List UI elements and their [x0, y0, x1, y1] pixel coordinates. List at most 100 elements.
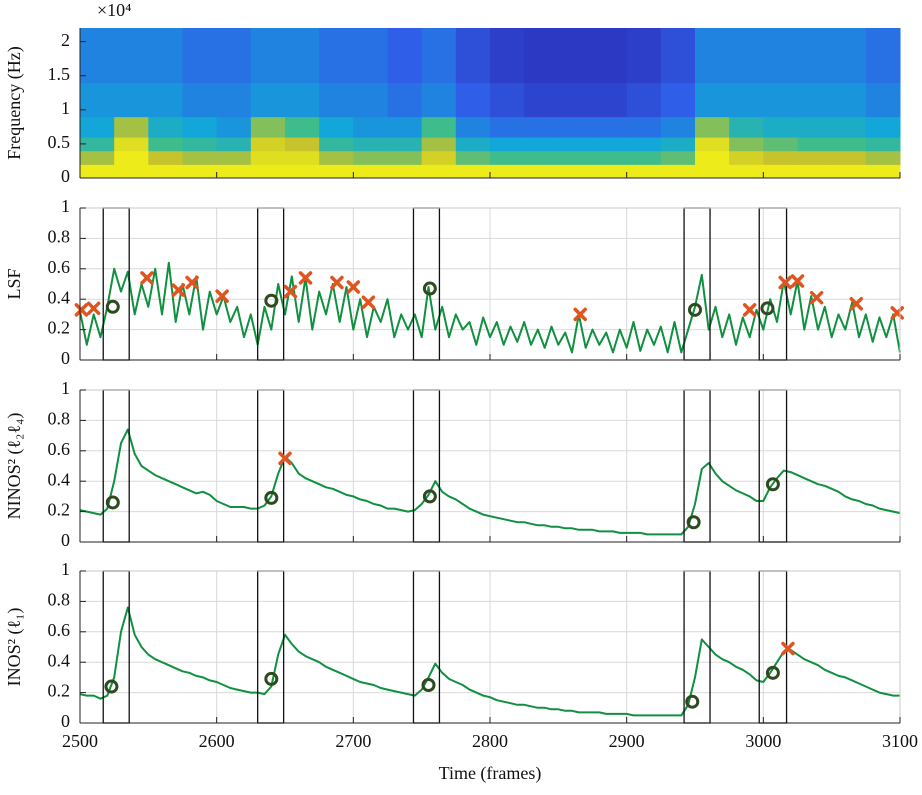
- onset-box: [102, 570, 130, 724]
- heatmap-cell: [80, 164, 115, 179]
- y-tick-label: 1.5: [48, 64, 71, 84]
- heatmap-cell: [285, 116, 320, 138]
- y-tick-label: 1: [61, 559, 70, 579]
- heatmap-cell: [763, 150, 798, 165]
- heatmap-cell: [592, 164, 628, 179]
- heatmap-cell: [729, 150, 764, 165]
- onset-box: [257, 389, 285, 543]
- heatmap-cell: [558, 150, 593, 165]
- heatmap-cell: [865, 82, 901, 118]
- heatmap-cell: [250, 116, 286, 138]
- heatmap-cell: [114, 164, 149, 179]
- heatmap-cell: [353, 116, 388, 138]
- heatmap-cell: [216, 82, 252, 118]
- heatmap-cell: [80, 150, 115, 165]
- heatmap-cell: [865, 164, 901, 179]
- heatmap-cell: [592, 82, 628, 118]
- y-axis-label: LSF: [4, 268, 24, 299]
- heatmap-cell: [182, 82, 218, 118]
- y-tick-label: 0: [61, 348, 70, 368]
- heatmap-cell: [695, 82, 730, 118]
- heatmap-cell: [797, 150, 833, 165]
- line-series: [79, 261, 901, 354]
- heatmap-cell: [114, 82, 149, 118]
- heatmap-cell: [387, 82, 423, 118]
- y-tick-label: 0.8: [48, 409, 71, 429]
- heatmap-cell: [421, 82, 457, 118]
- heatmap-cell: [285, 28, 320, 84]
- heatmap-cell: [455, 82, 491, 118]
- heatmap-cell: [182, 150, 218, 165]
- detection-circle: [264, 293, 279, 308]
- heatmap-cell: [797, 28, 833, 84]
- heatmap-cell: [865, 137, 901, 152]
- heatmap-cell: [353, 82, 388, 118]
- heatmap-cell: [148, 164, 183, 179]
- heatmap-cell: [831, 150, 867, 165]
- heatmap-cell: [626, 28, 662, 84]
- heatmap-cell: [695, 28, 730, 84]
- heatmap-cell: [216, 150, 252, 165]
- heatmap-cell: [865, 116, 901, 138]
- heatmap-cell: [558, 28, 593, 84]
- onset-box: [412, 389, 441, 543]
- heatmap-cell: [660, 82, 696, 118]
- heatmap-cell: [626, 164, 662, 179]
- detection-cross: [346, 280, 361, 294]
- heatmap-cell: [114, 150, 149, 165]
- heatmap-cell: [182, 137, 218, 152]
- y-tick-label: 0.8: [48, 227, 71, 247]
- heatmap-cell: [831, 28, 867, 84]
- heatmap-cell: [216, 116, 252, 138]
- heatmap-cell: [695, 150, 730, 165]
- heatmap-cell: [387, 116, 423, 138]
- detection-cross: [361, 295, 376, 309]
- y-axis-label: Frequency (Hz): [4, 46, 25, 159]
- heatmap-cell: [250, 164, 286, 179]
- detection-circle: [264, 490, 279, 505]
- heatmap-cell: [114, 116, 149, 138]
- heatmap-cell: [285, 82, 320, 118]
- detection-cross: [781, 641, 795, 656]
- detection-cross: [778, 275, 792, 290]
- detection-cross: [185, 275, 199, 290]
- y-tick-label: 0.4: [48, 469, 71, 489]
- y-tick-label: 0.2: [48, 500, 71, 520]
- panel: 0 0.5 1 1.5 2 Frequency (Hz) ×10⁴: [4, 0, 901, 186]
- detection-circle: [688, 302, 702, 317]
- heatmap-cell: [558, 164, 593, 179]
- heatmap-cell: [660, 137, 696, 152]
- heatmap-cell: [148, 82, 183, 118]
- y-tick-label: 0.2: [48, 681, 71, 701]
- detection-cross: [171, 283, 186, 297]
- heatmap-cell: [490, 150, 525, 165]
- heatmap-cell: [455, 28, 491, 84]
- detection-cross: [330, 275, 344, 290]
- detection-circle: [686, 515, 701, 530]
- heatmap-cell: [80, 116, 115, 138]
- heatmap-cell: [831, 82, 867, 118]
- y-tick-label: 2: [61, 30, 70, 50]
- heatmap-cell: [353, 150, 388, 165]
- y-tick-label: 0.4: [48, 287, 71, 307]
- heatmap-cell: [455, 116, 491, 138]
- y-tick-label: 0.6: [48, 439, 71, 459]
- heatmap-cell: [353, 164, 388, 179]
- heatmap-cell: [592, 137, 628, 152]
- heatmap-cell: [729, 116, 764, 138]
- heatmap-cell: [558, 82, 593, 118]
- detection-cross: [742, 303, 757, 317]
- y-tick-label: 0.4: [48, 650, 71, 670]
- onset-box: [257, 207, 285, 361]
- heatmap-cell: [285, 164, 320, 179]
- heatmap-cell: [455, 150, 491, 165]
- heatmap-cell: [148, 28, 183, 84]
- heatmap-cell: [216, 28, 252, 84]
- y-tick-label: 0: [61, 166, 70, 186]
- heatmap-cell: [319, 28, 354, 84]
- detection-cross: [298, 271, 313, 285]
- onset-box: [102, 207, 130, 361]
- heatmap-cell: [524, 82, 559, 118]
- heatmap-cell: [626, 116, 662, 138]
- heatmap-cell: [490, 82, 525, 118]
